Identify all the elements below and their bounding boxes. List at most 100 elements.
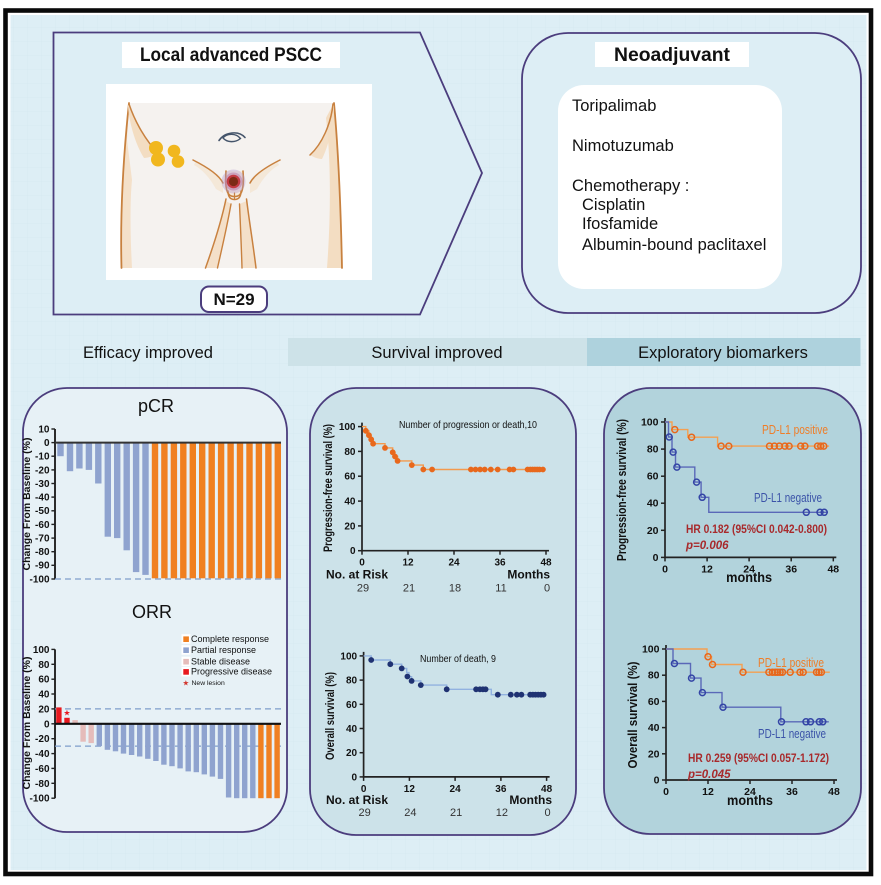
svg-text:-60: -60 [35,520,50,531]
svg-text:Nimotuzumab: Nimotuzumab [572,137,674,155]
svg-text:★: ★ [183,678,190,687]
svg-text:100: 100 [340,651,357,662]
svg-text:18: 18 [449,583,461,595]
svg-text:0: 0 [44,719,50,730]
svg-text:Overall survival (%): Overall survival (%) [626,662,640,769]
svg-text:-80: -80 [35,547,50,558]
svg-text:Progressive disease: Progressive disease [191,667,272,677]
svg-text:-40: -40 [35,749,50,760]
svg-text:100: 100 [641,417,659,429]
svg-text:0: 0 [544,583,550,595]
svg-text:0: 0 [663,786,669,798]
svg-text:★: ★ [63,709,70,718]
svg-text:60: 60 [346,700,358,711]
svg-text:80: 80 [648,670,660,682]
svg-text:36: 36 [494,558,506,569]
svg-text:Change From Baseline (%): Change From Baseline (%) [21,438,33,571]
svg-text:0: 0 [44,438,50,449]
svg-text:Number of death, 9: Number of death, 9 [420,653,496,665]
svg-text:24: 24 [743,563,755,575]
svg-text:Number of progression or death: Number of progression or death,10 [399,419,537,431]
svg-text:12: 12 [701,563,713,575]
svg-text:Cisplatin: Cisplatin [582,196,645,214]
svg-text:60: 60 [344,472,356,483]
svg-text:Chemotherapy :: Chemotherapy : [572,177,689,195]
svg-text:0: 0 [352,772,358,783]
svg-text:80: 80 [38,660,50,671]
svg-text:months: months [726,570,772,585]
svg-text:Months: Months [509,793,552,807]
svg-text:-90: -90 [35,561,50,572]
svg-text:48: 48 [828,786,840,798]
svg-text:48: 48 [541,784,553,795]
svg-text:-70: -70 [35,533,50,544]
svg-text:80: 80 [346,676,358,687]
svg-text:20: 20 [38,704,50,715]
svg-text:Efficacy improved: Efficacy improved [83,344,213,362]
svg-text:12: 12 [402,558,414,569]
svg-text:24: 24 [448,558,460,569]
svg-text:0: 0 [654,775,660,787]
svg-text:ORR: ORR [132,602,172,622]
svg-text:12: 12 [496,807,508,819]
svg-text:36: 36 [495,784,507,795]
svg-text:48: 48 [540,558,552,569]
svg-text:100: 100 [339,422,356,433]
svg-text:20: 20 [647,525,659,537]
svg-text:Change From Baseline (%): Change From Baseline (%) [21,657,33,790]
svg-text:-40: -40 [35,493,50,504]
svg-text:p=0.045: p=0.045 [687,769,731,781]
svg-text:20: 20 [648,748,660,760]
svg-text:12: 12 [702,786,714,798]
svg-text:Complete response: Complete response [191,634,269,644]
svg-text:Albumin-bound paclitaxel: Albumin-bound paclitaxel [582,236,766,254]
svg-text:-100: -100 [29,574,49,585]
svg-text:0: 0 [359,558,365,569]
svg-text:40: 40 [346,724,358,735]
svg-text:Partial response: Partial response [191,645,256,655]
svg-text:Exploratory biomarkers: Exploratory biomarkers [638,344,808,362]
svg-text:Progression-free survival (%): Progression-free survival (%) [615,419,629,561]
svg-text:80: 80 [647,444,659,456]
svg-text:No. at Risk: No. at Risk [326,568,388,582]
svg-text:40: 40 [648,722,660,734]
svg-text:-20: -20 [35,465,50,476]
svg-text:PD-L1 negative: PD-L1 negative [754,491,822,505]
svg-text:0: 0 [350,546,356,557]
svg-text:29: 29 [358,807,370,819]
svg-text:0: 0 [653,552,659,564]
svg-text:Months: Months [507,568,550,582]
svg-text:40: 40 [647,498,659,510]
svg-text:PD-L1 positive: PD-L1 positive [758,656,824,670]
svg-text:24: 24 [450,784,462,795]
svg-text:60: 60 [648,696,660,708]
svg-text:0: 0 [545,807,551,819]
svg-text:60: 60 [38,675,50,686]
svg-text:N=29: N=29 [213,290,254,309]
svg-text:24: 24 [404,807,416,819]
svg-text:months: months [727,793,773,808]
svg-text:36: 36 [786,786,798,798]
svg-text:Neoadjuvant: Neoadjuvant [614,45,731,66]
svg-text:100: 100 [642,644,660,656]
svg-text:0: 0 [361,784,367,795]
svg-text:11: 11 [495,583,506,595]
svg-text:24: 24 [744,786,756,798]
svg-text:p=0.006: p=0.006 [685,540,729,552]
svg-text:100: 100 [33,645,50,656]
svg-text:pCR: pCR [138,396,174,416]
svg-text:Stable disease: Stable disease [191,657,250,667]
svg-text:PD-L1 negative: PD-L1 negative [758,727,826,741]
svg-text:21: 21 [403,583,415,595]
svg-text:No. at Risk: No. at Risk [326,793,388,807]
svg-text:40: 40 [344,497,356,508]
svg-text:48: 48 [827,563,839,575]
svg-text:Ifosfamide: Ifosfamide [582,215,658,233]
svg-text:-10: -10 [35,452,50,463]
svg-text:0: 0 [662,563,668,575]
svg-text:Overall survival (%): Overall survival (%) [325,672,337,760]
svg-text:-50: -50 [35,506,50,517]
svg-text:Local advanced PSCC: Local advanced PSCC [140,45,322,66]
svg-text:80: 80 [344,447,356,458]
svg-text:HR 0.182 (95%CI 0.042-0.800): HR 0.182 (95%CI 0.042-0.800) [686,522,827,536]
